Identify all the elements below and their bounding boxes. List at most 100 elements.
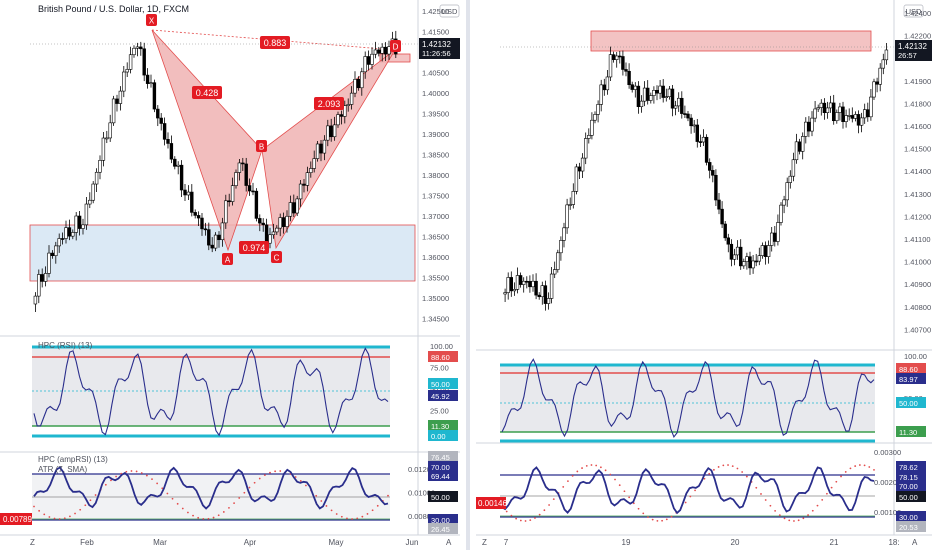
right-atr-dot: [760, 493, 762, 495]
right-atr-dot: [599, 466, 602, 469]
left-candle-body: [383, 46, 388, 55]
right-candle-body: [881, 59, 885, 69]
right-atr-dot: [538, 513, 541, 516]
right-candle-body: [800, 136, 805, 152]
right-candle-body: [711, 170, 715, 176]
right-ind1-level-label: 83.97: [896, 373, 926, 384]
right-candle-body: [677, 97, 681, 107]
left-candle-body: [101, 137, 106, 161]
right-candle-body: [779, 204, 783, 223]
right-atr-dot: [849, 467, 852, 470]
ratio-xb-label: 0.428: [192, 86, 222, 99]
svg-text:0.00146: 0.00146: [478, 499, 507, 508]
left-atr-dot: [33, 505, 35, 508]
right-chart-svg[interactable]: USD 1.424001.422001.420001.419001.418001…: [476, 0, 932, 550]
right-atr-dot: [694, 489, 696, 492]
left-price-tick: 1.42500: [422, 7, 449, 16]
right-candle-body: [819, 102, 823, 108]
right-atr-dot: [628, 496, 631, 499]
point-d-label: D: [390, 40, 401, 52]
right-price-axis[interactable]: 1.424001.422001.420001.419001.418001.416…: [904, 9, 931, 334]
left-candle-body: [363, 56, 367, 73]
left-candle-body: [122, 71, 126, 92]
right-candle-body: [664, 96, 668, 98]
left-price-tick: 1.41500: [422, 28, 449, 37]
left-candle-body: [94, 171, 99, 185]
point-a-text: A: [225, 256, 231, 265]
left-axis-auto-toggle[interactable]: A: [446, 538, 452, 547]
left-candle-body: [319, 143, 323, 154]
left-countdown-text: 11:26:56: [422, 49, 451, 58]
left-candle-body: [288, 202, 293, 217]
left-candle-body: [373, 49, 378, 55]
left-chart-svg[interactable]: X A B C D 0.883 0.428 0.974: [0, 0, 460, 550]
right-candle-body: [769, 232, 774, 246]
left-candle-body: [88, 199, 92, 205]
right-candle-body: [813, 108, 817, 119]
pane-divider[interactable]: [466, 0, 470, 550]
right-atr-dot: [581, 467, 583, 469]
left-candle-body: [162, 123, 167, 140]
left-atr-dot: [361, 515, 364, 518]
left-candle-body: [213, 234, 218, 249]
left-ind2-title[interactable]: HPC (ampRSI) (13): [38, 455, 108, 464]
left-atr-dot: [79, 508, 82, 511]
left-candle-body: [67, 227, 72, 237]
right-candle-body: [568, 204, 572, 206]
left-axis-corner-left[interactable]: Z: [30, 538, 35, 547]
left-candle-body: [264, 224, 269, 244]
left-candle-body: [111, 98, 116, 124]
left-candle-body: [77, 215, 82, 229]
right-candle-body: [835, 112, 839, 122]
right-currency-badge[interactable]: USD: [903, 4, 924, 18]
right-chart-panel[interactable]: USD 1.424001.422001.420001.419001.418001…: [476, 0, 932, 550]
right-candle-body: [596, 104, 600, 115]
svg-text:70.00: 70.00: [899, 482, 918, 491]
right-candle-body: [512, 289, 517, 292]
left-time-axis[interactable]: Feb Mar Apr May Jun: [80, 538, 418, 547]
right-atr-dot: [567, 480, 569, 483]
left-atr-dot: [161, 487, 164, 490]
right-price-tick: 1.41600: [904, 122, 931, 131]
right-candle-body: [856, 114, 861, 126]
svg-text:30.00: 30.00: [899, 513, 918, 522]
left-chart-panel[interactable]: X A B C D 0.883 0.428 0.974: [0, 0, 460, 550]
right-candle-body: [621, 56, 625, 70]
left-candle-body: [268, 234, 272, 244]
ratio-xd-text: 0.883: [264, 38, 287, 48]
left-ind2-subtitle[interactable]: ATR (7, SMA): [38, 465, 88, 474]
left-price-tick: 1.39000: [422, 130, 449, 139]
right-candle-body: [866, 109, 870, 118]
left-ind2-level-label: 70.00: [428, 461, 458, 472]
right-axis-auto-toggle[interactable]: A: [912, 538, 918, 547]
right-countdown-text: 26:57: [898, 51, 917, 60]
left-candle-body: [43, 273, 48, 282]
right-price-tick: 1.41200: [904, 212, 931, 221]
svg-text:50.00: 50.00: [899, 399, 918, 408]
currency-badge[interactable]: USD: [439, 4, 460, 18]
right-atr-dot: [731, 465, 734, 468]
right-time-axis[interactable]: 7 19 20 21 18:: [504, 538, 900, 547]
right-atr-dot: [797, 519, 800, 522]
left-candle-body: [33, 295, 38, 305]
right-candle-body: [785, 182, 789, 201]
left-atr-dot: [212, 516, 215, 519]
right-candle-body: [794, 141, 799, 161]
right-candle-body: [695, 124, 699, 142]
left-candle-body: [115, 98, 119, 104]
symbol-title[interactable]: British Pound / U.S. Dollar, 1D, FXCM: [38, 4, 189, 14]
right-candle-body: [723, 223, 727, 239]
left-ind1-title[interactable]: HPC (RSI) (13): [38, 341, 93, 350]
right-atr-dot: [595, 464, 598, 467]
left-atr-dots: [33, 470, 389, 520]
left-ind2-level-label: 30.00: [428, 514, 458, 525]
svg-text:83.97: 83.97: [899, 375, 918, 384]
right-atr-dot: [665, 518, 668, 521]
right-candle-body: [853, 114, 858, 119]
right-candle-body: [559, 240, 563, 254]
left-price-axis[interactable]: 1.425001.415001.410001.405001.400001.395…: [422, 7, 449, 324]
left-candle-body: [271, 231, 276, 236]
left-candle-body: [227, 200, 231, 203]
right-axis-corner-left[interactable]: Z: [482, 538, 487, 547]
left-ind2-level-label: 26.45: [428, 523, 458, 534]
